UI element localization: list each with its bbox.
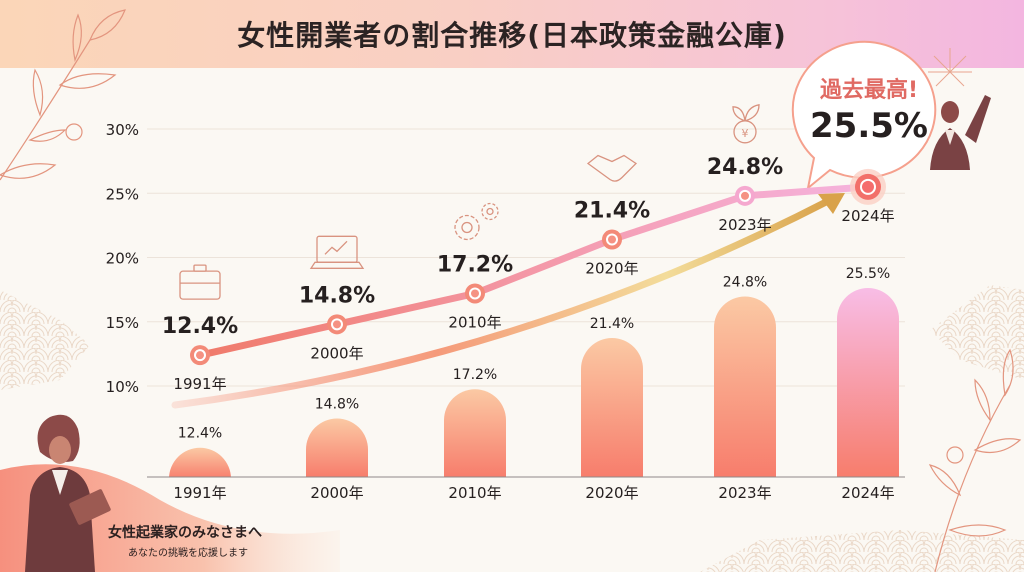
- x-axis-ticks: 1991年 2000年 2010年 2020年 2023年 2024年: [173, 484, 894, 502]
- sprout: [732, 104, 760, 122]
- growth-arrow-head: [818, 193, 845, 214]
- line-year-label: 1991年: [173, 375, 226, 393]
- laptop-base: [309, 261, 365, 269]
- bar-value-label: 24.8%: [723, 275, 767, 291]
- chart-trend: [324, 240, 348, 255]
- y-tick-label: 30%: [106, 121, 139, 139]
- x-tick-label: 2010年: [448, 484, 501, 502]
- footer-title: 女性起業家のみなさまへ: [108, 525, 262, 541]
- bar-value-label: 21.4%: [590, 316, 634, 332]
- bar-series: 12.4% 14.8% 17.2% 21.4% 24.8% 25.5%: [169, 266, 899, 479]
- line-year-label: 2000年: [310, 344, 363, 362]
- floral-branch-left: [0, 9, 126, 181]
- line-year-label: 2010年: [448, 313, 501, 331]
- handshake: [586, 154, 638, 182]
- milestone-icons: ¥: [179, 104, 760, 300]
- y-tick-label: 15%: [106, 314, 139, 332]
- wave-pattern-right: [930, 285, 1024, 380]
- bar-value-label: 17.2%: [453, 367, 497, 383]
- gears-icon: [454, 202, 499, 241]
- briefcase-icon: [179, 264, 221, 300]
- line-year-label: 2024年: [841, 207, 894, 225]
- laptop-chart-icon: [309, 235, 365, 269]
- gear-large-hub: [461, 221, 473, 234]
- bar: [169, 447, 231, 479]
- bar: [714, 296, 776, 477]
- record-callout-label: 過去最高!: [819, 78, 919, 103]
- y-tick-label: 20%: [106, 250, 139, 268]
- line-point-core: [741, 191, 749, 200]
- bar: [444, 389, 506, 477]
- x-tick-label: 2020年: [585, 484, 638, 502]
- y-tick-label: 25%: [106, 185, 139, 203]
- x-tick-label: 1991年: [173, 484, 226, 502]
- growth-arrow: [171, 196, 834, 409]
- bar: [837, 288, 899, 477]
- cheering-woman-illustration: [928, 48, 991, 170]
- y-tick-label: 10%: [106, 378, 139, 396]
- floral-branch-right: [928, 348, 1022, 572]
- record-callout-value: 25.5%: [810, 106, 928, 146]
- line-point-core: [608, 235, 616, 244]
- line-point-core: [862, 180, 874, 193]
- briefcase-body: [179, 270, 221, 300]
- y-axis-ticks: 10% 15% 20% 25% 30%: [106, 121, 139, 396]
- line-series: 1991年 12.4% 2000年 14.8% 2010年 17.2% 2020年 21.4%…: [162, 155, 895, 393]
- record-callout: 過去最高! 25.5%: [790, 72, 948, 146]
- laptop-screen: [316, 235, 358, 263]
- yen-sign: ¥: [742, 127, 749, 140]
- x-tick-label: 2024年: [841, 484, 894, 502]
- line-value-label: 14.8%: [299, 283, 375, 308]
- line-point-core: [333, 320, 341, 329]
- yen-sprout-icon: ¥: [732, 104, 760, 144]
- line-value-label: 24.8%: [707, 155, 783, 180]
- line-value-label: 12.4%: [162, 314, 238, 339]
- gear-small-hub: [486, 207, 494, 216]
- x-tick-label: 2023年: [718, 484, 771, 502]
- briefcase-handle: [193, 264, 207, 272]
- bar-value-label: 14.8%: [315, 396, 359, 412]
- line-path: [196, 183, 872, 359]
- wave-pattern-left: [0, 290, 90, 390]
- footer-subtitle: あなたの挑戦を応援します: [128, 548, 248, 559]
- handshake-icon: [586, 154, 638, 182]
- line-point-core: [471, 289, 479, 298]
- bar-value-label: 12.4%: [178, 426, 222, 442]
- gear-large: [454, 214, 480, 241]
- chart-title: 女性開業者の割合推移(日本政策金融公庫): [237, 19, 787, 52]
- line-year-label: 2020年: [585, 260, 638, 278]
- bar: [581, 337, 643, 477]
- gear-small: [481, 202, 499, 221]
- line-value-label: 17.2%: [437, 252, 513, 277]
- line-value-label: 21.4%: [574, 199, 650, 224]
- line-point-core: [196, 351, 204, 360]
- line-year-label: 2023年: [718, 216, 771, 234]
- businesswoman-illustration: [25, 414, 111, 572]
- bar-value-label: 25.5%: [846, 266, 890, 282]
- grid-lines: [147, 128, 905, 387]
- x-tick-label: 2000年: [310, 484, 363, 502]
- bar: [306, 418, 368, 477]
